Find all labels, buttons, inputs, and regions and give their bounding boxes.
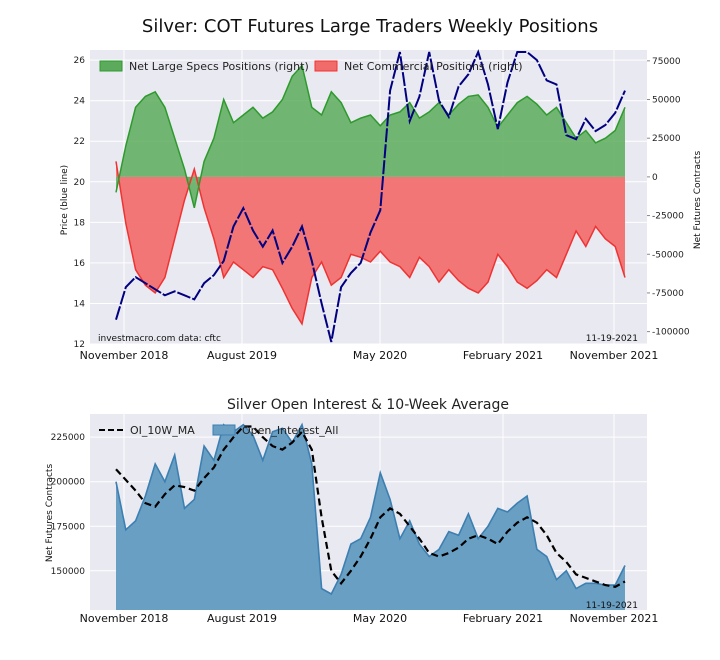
specs-line — [115, 63, 626, 208]
bottom-x-tick: August 2019 — [207, 612, 277, 625]
legend-label-oi: Open_Interest_All — [242, 424, 338, 437]
legend-label-commercial: Net Commercial Positions (right) — [344, 60, 523, 73]
top-left-y-tick: 18 — [74, 218, 86, 228]
top-right-y-tick: 50000 — [652, 96, 681, 106]
top-left-y-tick: 20 — [74, 178, 86, 188]
commercial-line — [115, 161, 626, 326]
bottom-axis-label: Net Futures Contracts — [45, 464, 55, 563]
specs-area — [116, 65, 625, 208]
top-left-axis-label: Price (blue line) — [60, 165, 70, 235]
bottom-x-tick: November 2018 — [80, 612, 169, 625]
top-x-tick: August 2019 — [207, 349, 277, 362]
top-source-note: investmacro.com data: cftc — [98, 334, 221, 344]
bottom-y-tick: 200000 — [51, 478, 86, 488]
open-interest-line — [115, 422, 626, 596]
top-chart-title: Silver: COT Futures Large Traders Weekly… — [142, 16, 598, 37]
top-x-tick: February 2021 — [463, 349, 543, 362]
top-right-y-tick: 0 — [652, 173, 658, 183]
bottom-y-tick: 225000 — [51, 433, 86, 443]
legend-swatch-oi — [212, 424, 236, 436]
top-right-y-tick: 75000 — [652, 57, 681, 67]
bottom-date-note: 11-19-2021 — [586, 601, 638, 611]
top-left-y-tick: 26 — [74, 56, 86, 66]
top-x-tick: November 2021 — [570, 349, 659, 362]
top-right-y-tick: 25000 — [652, 134, 681, 144]
top-chart: 12 14 16 18 20 22 24 26 -100000 -75000 -50000 -250… — [60, 49, 703, 362]
top-left-y-tick: 24 — [74, 97, 86, 107]
top-left-y-tick: 22 — [74, 137, 85, 147]
top-x-tick: November 2018 — [80, 349, 169, 362]
bottom-legend: OI_10W_MA Open_Interest_All — [99, 424, 338, 437]
bottom-x-tick: November 2021 — [570, 612, 659, 625]
bottom-chart: 150000 175000 200000 225000 November 2018 Au… — [45, 414, 658, 625]
legend-label-ma: OI_10W_MA — [130, 424, 195, 437]
bottom-y-tick: 150000 — [51, 567, 86, 577]
top-right-y-tick: -100000 — [652, 328, 690, 338]
bottom-x-tick: February 2021 — [463, 612, 543, 625]
top-right-y-tick: -75000 — [652, 289, 684, 299]
top-left-y-tick: 14 — [74, 299, 86, 309]
top-legend: Net Large Specs Positions (right) Net Co… — [99, 60, 523, 73]
top-left-y-tick: 12 — [74, 340, 85, 350]
top-right-y-tick: -50000 — [652, 250, 684, 260]
top-left-y-tick: 16 — [74, 259, 86, 269]
top-x-tick: May 2020 — [353, 349, 407, 362]
legend-swatch-commercial — [314, 60, 338, 72]
top-right-y-tick: -25000 — [652, 212, 684, 222]
price-line — [115, 49, 626, 343]
commercial-area — [116, 161, 625, 324]
ma-line — [115, 425, 626, 588]
bottom-y-tick: 175000 — [51, 522, 86, 532]
bottom-x-tick: May 2020 — [353, 612, 407, 625]
legend-swatch-specs — [99, 60, 123, 72]
legend-label-specs: Net Large Specs Positions (right) — [129, 60, 309, 73]
top-right-axis-label: Net Futures Contracts — [693, 151, 703, 250]
top-date-note: 11-19-2021 — [586, 334, 638, 344]
bottom-chart-title: Silver Open Interest & 10-Week Average — [227, 397, 509, 413]
